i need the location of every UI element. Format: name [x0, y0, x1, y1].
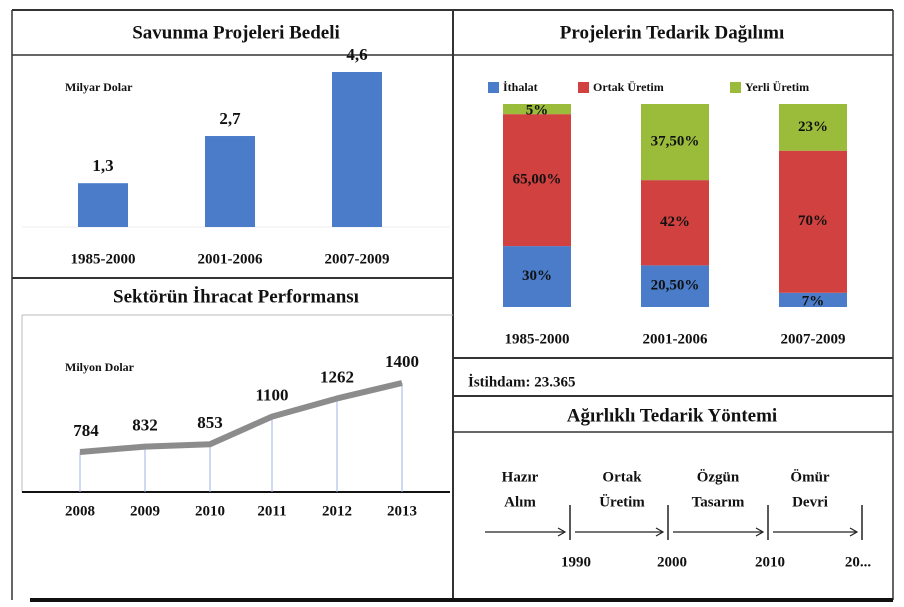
- value-label: 42%: [660, 214, 690, 230]
- value-label: 1,3: [92, 156, 113, 175]
- bar: [205, 136, 255, 227]
- bar-segment: [503, 114, 571, 247]
- value-label: 20,50%: [651, 278, 700, 294]
- value-label: 1100: [255, 386, 288, 405]
- bar-segment: [779, 104, 847, 151]
- x-tick-label: 1985-2000: [71, 251, 136, 267]
- legend-label: İthalat: [503, 80, 538, 94]
- value-label: 4,6: [346, 45, 367, 64]
- stage-label: Özgün: [697, 468, 740, 485]
- legend-label: Yerli Üretim: [745, 80, 809, 94]
- x-tick-label: 2013: [387, 503, 417, 519]
- value-label: 37,50%: [651, 134, 700, 150]
- chart-title: Sektörün İhracat Performansı: [113, 286, 359, 307]
- legend-swatch: [730, 82, 741, 93]
- x-tick-label: 2007-2009: [325, 251, 390, 267]
- frame: [11, 9, 894, 602]
- x-tick-label: 2001-2006: [643, 331, 708, 347]
- year-label: 20...: [845, 554, 872, 570]
- stage-label: Alım: [504, 494, 536, 510]
- arrow-head: [557, 527, 567, 537]
- value-label: 65,00%: [513, 172, 562, 188]
- value-label: 832: [132, 416, 158, 435]
- arrow-head: [755, 527, 765, 537]
- value-label: 5%: [526, 103, 549, 119]
- x-tick-label: 2009: [130, 503, 160, 519]
- x-tick-label: 2001-2006: [198, 251, 263, 267]
- unit-label: Milyon Dolar: [65, 360, 135, 374]
- stage-label: Devri: [792, 494, 828, 510]
- stage-label: Ortak: [602, 469, 642, 485]
- bar-segment: [779, 150, 847, 293]
- year-label: 2000: [657, 554, 687, 570]
- value-label: 23%: [798, 119, 828, 135]
- value-label: 2,7: [219, 109, 241, 128]
- chart-title: Projelerin Tedarik Dağılımı: [560, 22, 784, 43]
- x-tick-label: 2011: [257, 503, 286, 519]
- x-tick-label: 1985-2000: [505, 331, 570, 347]
- bar: [332, 72, 382, 227]
- bar-segment: [503, 246, 571, 307]
- stage-label: Üretim: [599, 493, 645, 510]
- x-tick-label: 2012: [322, 503, 352, 519]
- year-label: 1990: [561, 554, 591, 570]
- bar-segment: [641, 265, 709, 307]
- legend-swatch: [488, 82, 499, 93]
- legend-swatch: [578, 82, 589, 93]
- section-title: Ağırlıklı Tedarik Yöntemi: [567, 405, 777, 426]
- unit-label: Milyar Dolar: [65, 80, 133, 94]
- value-label: 1262: [320, 367, 354, 386]
- year-label: 2010: [755, 554, 785, 570]
- value-label: 70%: [798, 213, 828, 229]
- stage-label: Hazır: [502, 469, 539, 485]
- x-tick-label: 2007-2009: [781, 331, 846, 347]
- arrow-head: [849, 527, 859, 537]
- arrow-head: [655, 527, 665, 537]
- stage-label: Tasarım: [692, 494, 745, 510]
- bar-segment: [641, 104, 709, 181]
- value-label: 7%: [802, 293, 825, 309]
- bar-segment: [641, 180, 709, 266]
- value-label: 30%: [522, 268, 552, 284]
- value-label: 1400: [385, 352, 419, 371]
- bar: [78, 183, 128, 227]
- stage-label: Ömür: [790, 468, 830, 485]
- chart-title: Savunma Projeleri Bedeli: [132, 22, 340, 43]
- bar-segment: [503, 104, 571, 115]
- employment: İstihdam: 23.365: [468, 373, 576, 390]
- value-label: 853: [197, 413, 223, 432]
- x-tick-label: 2010: [195, 503, 225, 519]
- bar-segment: [779, 292, 847, 307]
- legend-label: Ortak Üretim: [593, 80, 664, 94]
- value-label: 784: [73, 421, 99, 440]
- x-tick-label: 2008: [65, 503, 95, 519]
- line: [79, 380, 403, 455]
